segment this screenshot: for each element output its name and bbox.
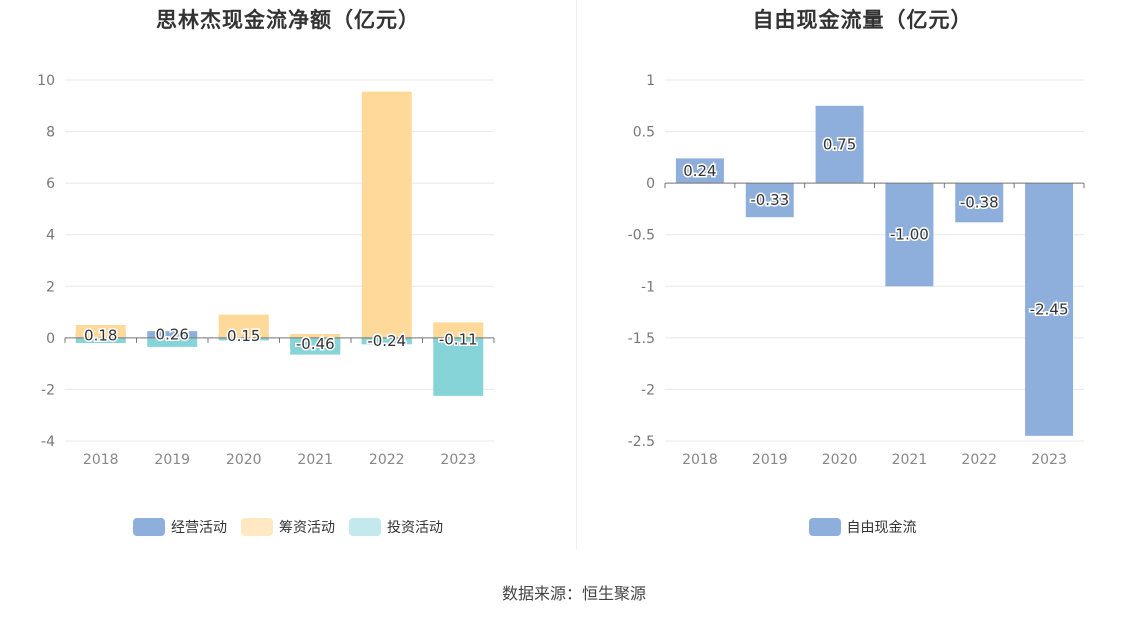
legend-item[interactable]: 经营活动: [133, 517, 227, 537]
bar[interactable]: [815, 105, 864, 184]
x-tick-label: 2021: [892, 452, 928, 468]
x-tick-label: 2019: [154, 452, 190, 468]
x-tick-label: 2018: [682, 452, 718, 468]
legend-item[interactable]: 自由现金流: [808, 517, 917, 537]
legend-label: 自由现金流: [846, 520, 917, 536]
data-label: -2.45: [1030, 300, 1069, 318]
free-cash-flow-panel: 自由现金流量（亿元） -2.5 -2 -1.5 -1 -0.5 0 0.5 1 2018 2019…: [577, 0, 1148, 550]
legend-swatch: [349, 518, 381, 536]
bar[interactable]: [361, 91, 412, 338]
data-label: -1.00: [890, 226, 929, 244]
bar[interactable]: [290, 337, 341, 355]
y-tick-label: -1: [641, 279, 655, 295]
x-tick-label: 2023: [1031, 452, 1067, 468]
bar[interactable]: [1025, 183, 1074, 436]
bar[interactable]: [361, 337, 412, 345]
data-label: 0.15: [227, 327, 260, 345]
data-label: 0.18: [84, 327, 117, 345]
legend-label: 投资活动: [387, 520, 443, 536]
free-cash-flow-chart: -2.5 -2 -1.5 -1 -0.5 0 0.5 1 2018 2019 2020 2021 202…: [628, 73, 1085, 468]
x-tick-label: 2021: [297, 452, 333, 468]
y-tick-label: -2: [41, 382, 55, 398]
legend-item[interactable]: 筹资活动: [241, 517, 335, 537]
bar[interactable]: [433, 322, 484, 338]
x-tick-label: 2020: [226, 452, 262, 468]
data-label: 0.24: [683, 162, 716, 180]
y-tick-label: 0: [46, 331, 55, 347]
y-tick-label: 4: [46, 228, 55, 244]
x-tick-label: 2020: [822, 452, 858, 468]
data-label: -0.11: [439, 330, 478, 348]
bar[interactable]: [147, 331, 198, 338]
panel-divider: [576, 0, 577, 550]
data-label: -0.33: [750, 191, 789, 209]
y-tick-label: -1.5: [628, 331, 655, 347]
bar[interactable]: [218, 314, 269, 338]
legend-swatch: [241, 518, 273, 536]
chart-title-free-cash-flow: 自由现金流量（亿元）: [752, 8, 973, 32]
y-tick-label: -4: [41, 434, 55, 450]
y-tick-label: -2: [641, 382, 655, 398]
cash-flow-net-panel: 思林杰现金流净额（亿元） -4 -2 0 2 4 6 8 10 2018 2019 2020 2021…: [0, 0, 576, 550]
legend-swatch: [133, 518, 165, 536]
bar[interactable]: [885, 183, 934, 287]
bar[interactable]: [75, 337, 126, 344]
y-tick-label: 8: [46, 125, 55, 141]
chart-title-cash-flow-net: 思林杰现金流净额（亿元）: [156, 8, 420, 32]
bar[interactable]: [147, 337, 198, 347]
data-label: 0.26: [156, 326, 189, 344]
legend-swatch: [808, 518, 841, 536]
bar[interactable]: [433, 337, 484, 396]
y-tick-label: 0.5: [633, 125, 655, 141]
bar[interactable]: [675, 158, 724, 184]
cash-flow-net-chart: -4 -2 0 2 4 6 8 10 2018 2019 2020 2021 2022 2023 0.18 0…: [37, 73, 495, 468]
y-tick-label: 2: [46, 279, 55, 295]
y-tick-label: 1: [646, 73, 655, 89]
legend-free-cash-flow: 自由现金流: [577, 517, 1148, 537]
x-tick-label: 2022: [369, 452, 405, 468]
data-source-note: 数据来源：恒生聚源: [501, 584, 646, 603]
data-label: 0.75: [823, 135, 856, 153]
x-tick-label: 2019: [752, 452, 788, 468]
bar[interactable]: [75, 324, 126, 338]
bar[interactable]: [290, 333, 341, 338]
bar[interactable]: [218, 337, 269, 341]
y-tick-label: -2.5: [628, 434, 655, 450]
y-tick-label: -0.5: [628, 228, 655, 244]
y-tick-label: 0: [646, 176, 655, 192]
data-label: -0.24: [367, 332, 406, 350]
bar[interactable]: [745, 183, 794, 218]
x-tick-label: 2022: [961, 452, 997, 468]
legend-label: 筹资活动: [279, 520, 335, 536]
bar[interactable]: [955, 183, 1004, 223]
x-tick-label: 2018: [83, 452, 119, 468]
legend-item[interactable]: 投资活动: [349, 517, 443, 537]
y-tick-label: 10: [37, 73, 55, 89]
legend-label: 经营活动: [171, 520, 227, 536]
y-tick-label: 6: [46, 176, 55, 192]
legend-cash-flow-net: 经营活动 筹资活动 投资活动: [0, 517, 576, 537]
data-label: -0.46: [296, 335, 335, 353]
data-label: -0.38: [960, 194, 999, 212]
x-tick-label: 2023: [440, 452, 476, 468]
